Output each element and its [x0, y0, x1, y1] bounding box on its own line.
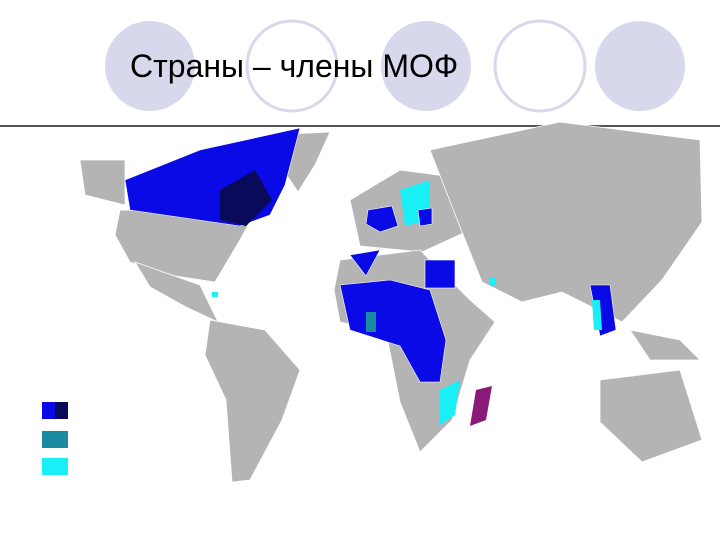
legend-swatches	[42, 402, 68, 475]
world-map	[79, 121, 703, 483]
decor-circles	[105, 19, 685, 113]
slide-title: Страны – члены МОФ	[130, 48, 459, 84]
